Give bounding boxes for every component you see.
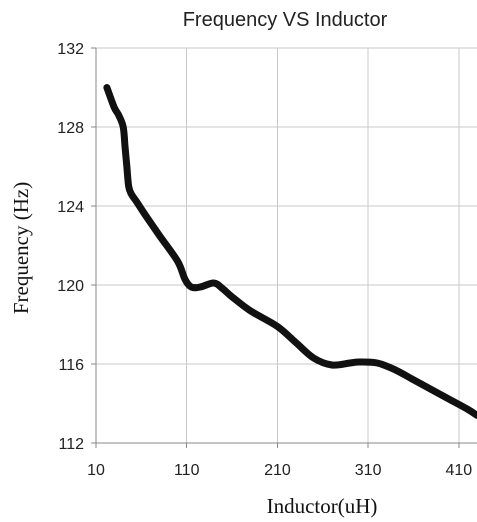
y-tick-label: 116 — [58, 357, 84, 374]
y-tick-label: 112 — [58, 436, 84, 453]
x-tick-label: 210 — [264, 462, 291, 479]
series-line — [103, 84, 477, 419]
y-tick-label: 128 — [57, 120, 84, 137]
x-axis-title: Inductor(uH) — [267, 494, 378, 518]
x-tick-label: 310 — [355, 462, 382, 479]
x-tick-label: 110 — [174, 462, 200, 479]
x-tick-label: 410 — [446, 462, 473, 479]
series-group — [103, 84, 477, 419]
y-tick-label: 120 — [57, 278, 84, 295]
chart-title: Frequency VS Inductor — [183, 9, 388, 31]
y-tick-label: 124 — [57, 199, 84, 216]
y-tick-labels: 112 116 120 124 128 132 — [57, 41, 96, 453]
y-axis-title: Frequency (Hz) — [9, 182, 33, 314]
grid — [96, 47, 477, 443]
y-tick-label: 132 — [57, 41, 84, 58]
axes — [95, 48, 477, 444]
x-tick-labels: 10 110 210 310 410 — [87, 443, 472, 479]
x-tick-label: 10 — [87, 462, 105, 479]
